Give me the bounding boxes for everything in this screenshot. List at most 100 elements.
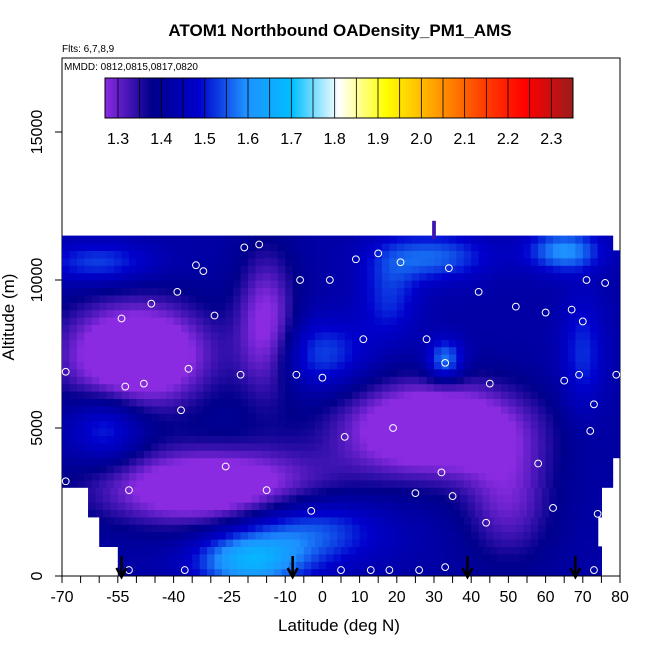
heatmap-cell <box>404 368 413 377</box>
heatmap-cell <box>374 531 383 540</box>
heatmap-cell <box>106 420 115 429</box>
sample-point <box>147 299 156 308</box>
heatmap-cell <box>500 405 509 414</box>
heatmap-cell <box>128 280 137 288</box>
heatmap-cell <box>404 250 413 259</box>
heatmap-cell <box>337 331 346 340</box>
heatmap-cell <box>344 450 353 459</box>
heatmap-cell <box>486 516 495 525</box>
heatmap-cell <box>322 265 331 274</box>
heatmap-cell <box>590 309 599 318</box>
heatmap-cell <box>270 450 279 459</box>
heatmap-cell <box>173 361 182 370</box>
heatmap-cell <box>195 272 204 281</box>
heatmap-cell <box>605 250 614 259</box>
heatmap-cell <box>128 465 137 473</box>
heatmap-cell <box>582 516 591 525</box>
heatmap-cell <box>76 420 85 429</box>
heatmap-cell <box>162 546 171 555</box>
heatmap-cell <box>545 339 554 348</box>
heatmap-cell <box>419 257 428 266</box>
heatmap-cell <box>225 420 234 429</box>
heatmap-cell <box>62 235 71 244</box>
heatmap-cell <box>210 294 219 303</box>
heatmap-cell <box>169 546 178 555</box>
heatmap-cell <box>128 302 137 311</box>
heatmap-cell <box>393 487 402 496</box>
heatmap-cell <box>381 472 390 481</box>
heatmap-cell <box>99 331 108 340</box>
heatmap-cell <box>300 398 309 407</box>
heatmap-cell <box>248 516 257 525</box>
heatmap-cell <box>307 361 316 370</box>
heatmap-cell <box>233 524 242 533</box>
heatmap-cell <box>240 250 249 259</box>
heatmap-cell <box>147 502 156 510</box>
heatmap-cell <box>314 413 323 422</box>
heatmap-cell <box>486 294 495 303</box>
heatmap-cell <box>352 339 361 348</box>
heatmap-cell <box>515 442 524 451</box>
heatmap-cell <box>292 257 301 266</box>
heatmap-cell <box>106 250 115 259</box>
x-axis-label: Latitude (deg N) <box>278 616 400 635</box>
heatmap-cell <box>478 413 487 422</box>
heatmap-cell <box>233 465 242 473</box>
heatmap-cell <box>605 442 614 451</box>
heatmap-cell <box>560 516 569 525</box>
heatmap-cell <box>270 472 279 481</box>
heatmap-cell <box>404 450 413 459</box>
heatmap-cell <box>344 457 353 466</box>
heatmap-cell <box>195 243 204 251</box>
heatmap-cell <box>285 413 294 422</box>
heatmap-cell <box>448 383 457 392</box>
heatmap-cell <box>590 516 599 525</box>
heatmap-cell <box>396 368 405 377</box>
heatmap-cell <box>422 487 431 496</box>
heatmap-cell <box>374 280 383 288</box>
heatmap-cell <box>62 479 71 488</box>
heatmap-cell <box>515 346 524 355</box>
heatmap-cell <box>84 324 93 333</box>
heatmap-cell <box>292 309 301 318</box>
heatmap-cell <box>605 457 614 466</box>
heatmap-cell <box>136 383 145 392</box>
heatmap-cell <box>233 472 242 481</box>
heatmap-cell <box>590 450 599 459</box>
heatmap-cell <box>389 398 398 407</box>
heatmap-cell <box>575 531 584 540</box>
heatmap-cell <box>318 509 327 518</box>
heatmap-cell <box>478 479 487 488</box>
heatmap-cell <box>508 354 517 362</box>
heatmap-cell <box>99 354 108 362</box>
heatmap-cell <box>419 398 428 407</box>
heatmap-cell <box>136 368 145 377</box>
heatmap-cell <box>508 368 517 377</box>
heatmap-cell <box>352 435 361 444</box>
heatmap-cell <box>76 413 85 422</box>
heatmap-cell <box>210 368 219 377</box>
heatmap-cell <box>344 243 353 251</box>
heatmap-cell <box>486 413 495 422</box>
heatmap-cell <box>69 450 78 459</box>
heatmap-cell <box>76 428 85 436</box>
heatmap-cell <box>203 420 212 429</box>
heatmap-cell <box>62 250 71 259</box>
heatmap-cell <box>404 302 413 311</box>
heatmap-cell <box>367 435 376 444</box>
heatmap-cell <box>300 442 309 451</box>
heatmap-cell <box>114 472 123 481</box>
heatmap-cell <box>102 509 111 518</box>
heatmap-cell <box>270 539 279 547</box>
heatmap-cell <box>381 257 390 266</box>
heatmap-cell <box>612 339 620 348</box>
heatmap-cell <box>195 413 204 422</box>
heatmap-cell <box>322 442 331 451</box>
heatmap-cell <box>285 272 294 281</box>
heatmap-cell <box>493 324 502 333</box>
heatmap-cell <box>478 235 487 244</box>
heatmap-cell <box>166 317 175 325</box>
heatmap-cell <box>437 568 446 576</box>
heatmap-cell <box>534 509 543 518</box>
heatmap-cell <box>192 568 201 576</box>
